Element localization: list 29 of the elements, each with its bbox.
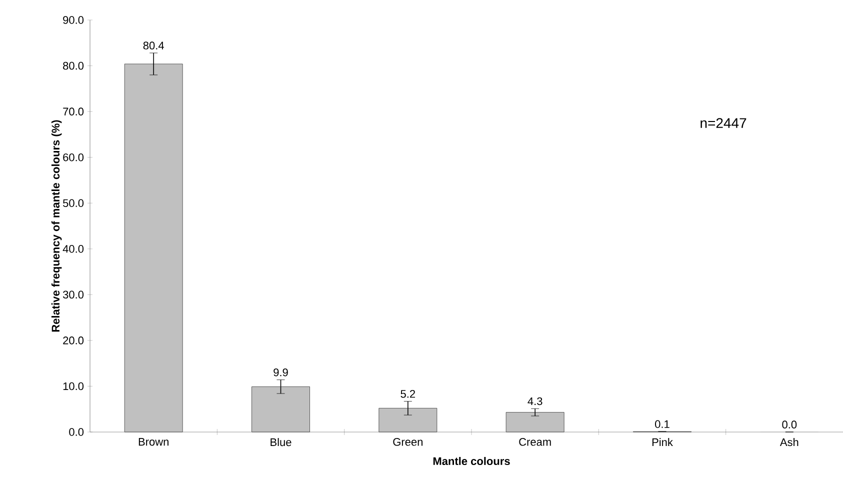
x-tick-label: Pink	[652, 438, 673, 446]
y-tick-label: 20.0	[63, 336, 84, 344]
x-tick-label: Cream	[519, 438, 551, 446]
x-tick-label: Brown	[138, 438, 168, 446]
x-tick-label: Blue	[270, 438, 292, 446]
x-tick-label: Green	[393, 438, 422, 446]
y-tick-label: 80.0	[63, 62, 84, 70]
bar	[124, 64, 183, 432]
data-label: 0.1	[655, 420, 670, 428]
data-label: 9.9	[274, 368, 288, 376]
annotation: n=2447	[700, 118, 746, 128]
y-tick-label: 50.0	[63, 199, 84, 208]
data-label: 5.2	[400, 390, 416, 398]
y-tick-label: 90.0	[63, 16, 84, 24]
data-label: 0.0	[782, 420, 797, 428]
x-tick-label: Ash	[780, 438, 798, 446]
y-tick-label: 60.0	[63, 153, 84, 162]
bar	[506, 412, 564, 432]
y-axis-title: Relative frequency of mantle colours (%)	[51, 120, 62, 332]
y-tick-label: 10.0	[63, 382, 84, 390]
bar	[378, 408, 438, 432]
x-axis-title: Mantle colours	[433, 456, 510, 466]
data-label: 4.3	[528, 397, 542, 406]
y-tick-label: 40.0	[62, 245, 84, 253]
y-tick-label: 70.0	[63, 108, 84, 116]
bar	[252, 386, 310, 432]
y-tick-label: 30.0	[62, 290, 84, 299]
y-tick-label: 0.0	[69, 428, 84, 436]
data-label: 80.4	[143, 42, 164, 50]
